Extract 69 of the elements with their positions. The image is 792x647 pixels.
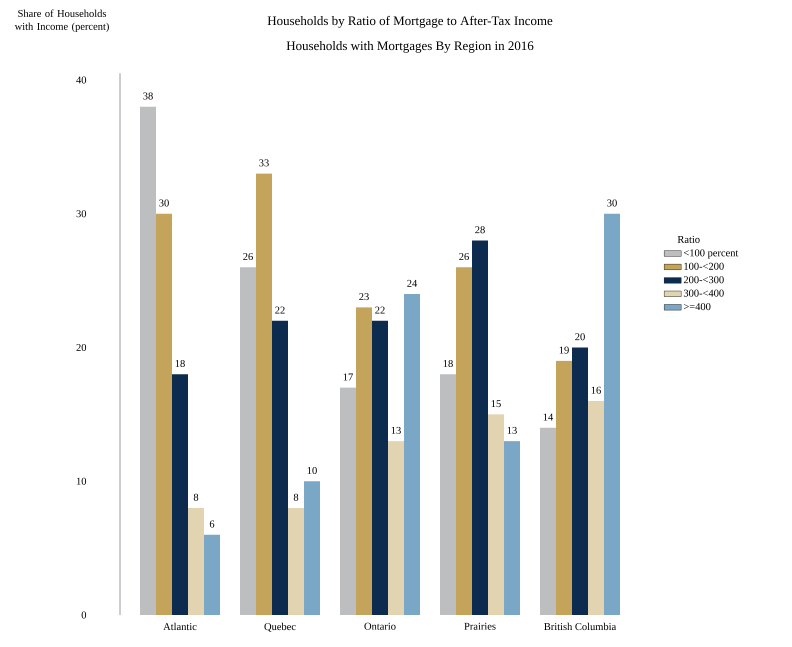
bar [504, 441, 520, 615]
legend-title: Ratio [678, 236, 700, 243]
data-label: 8 [294, 494, 298, 501]
bar [288, 508, 304, 615]
data-label: 15 [492, 400, 501, 408]
data-label: 30 [159, 199, 169, 207]
x-tick-label: Quebec [264, 622, 296, 632]
data-label: 6 [210, 520, 214, 528]
bar [204, 534, 220, 615]
bar [340, 388, 356, 615]
bar [304, 481, 320, 615]
bar [456, 267, 472, 615]
legend-label: >=400 [684, 303, 710, 310]
bar [588, 400, 604, 615]
data-label: 22 [275, 306, 285, 314]
data-label: 19 [560, 346, 569, 354]
bar [440, 374, 456, 615]
data-label: 24 [407, 280, 418, 287]
data-label: 26 [459, 253, 469, 260]
bar [388, 441, 404, 615]
bar [572, 347, 588, 615]
y-tick-label: 20 [76, 344, 86, 352]
bar [540, 428, 556, 615]
data-label: 10 [308, 466, 317, 474]
data-label: 26 [243, 253, 253, 260]
bar [172, 374, 188, 615]
bar [256, 174, 272, 615]
data-label: 38 [143, 92, 153, 100]
bar [556, 360, 572, 615]
x-tick-label: Atlantic [163, 622, 197, 630]
x-tick-label: Prairies [464, 622, 496, 630]
chart-subtitle: Households with Mortgages By Region in 2016 [286, 41, 534, 53]
data-label: 18 [176, 360, 185, 368]
y-tick-label: 0 [82, 611, 86, 619]
data-label: 17 [344, 374, 353, 380]
data-label: 33 [259, 159, 269, 166]
bar [472, 240, 488, 615]
legend-label: <100 percent [684, 249, 738, 258]
data-label: 16 [592, 386, 601, 394]
x-tick-label: British Columbia [544, 622, 616, 630]
y-axis-title: Share of Households with Income (percent) [14, 10, 109, 32]
data-label: 22 [375, 306, 385, 314]
bar [240, 267, 256, 615]
data-label: 13 [508, 426, 517, 434]
y-tick-label: 40 [76, 76, 86, 84]
x-tick-label: Ontario [364, 622, 396, 630]
bar [272, 320, 288, 615]
data-label: 8 [194, 494, 198, 501]
bar [356, 307, 372, 615]
data-label: 20 [575, 333, 585, 340]
bar [156, 214, 172, 615]
data-label: 30 [607, 199, 617, 207]
bar [372, 320, 388, 615]
chart-title: Households by Ratio of Mortgage to After-Tax Income [268, 16, 552, 28]
legend-label: 200-<300 [684, 276, 724, 284]
data-label: 13 [392, 426, 401, 434]
legend-label: 100-<200 [684, 262, 724, 270]
legend-label: 300-<400 [684, 290, 724, 297]
data-label: 23 [359, 293, 369, 300]
bar [140, 106, 156, 615]
y-tick-label: 10 [76, 478, 86, 485]
bar [488, 414, 504, 615]
data-label: 18 [444, 360, 453, 368]
bar [188, 508, 204, 615]
data-label: 28 [475, 226, 485, 234]
data-label: 14 [544, 414, 554, 421]
bar [404, 294, 420, 615]
y-tick-label: 30 [76, 210, 86, 218]
bar [604, 214, 620, 615]
